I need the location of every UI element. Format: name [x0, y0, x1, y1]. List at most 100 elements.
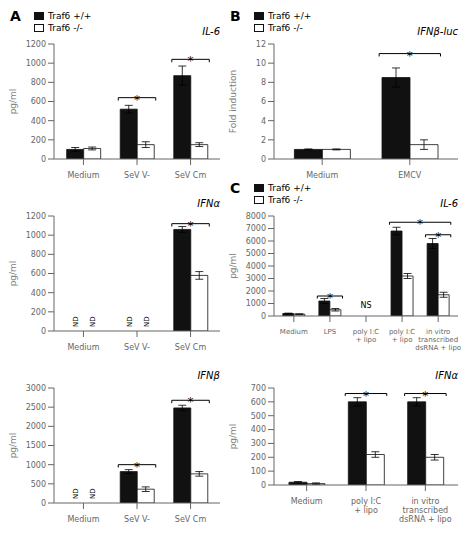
svg-text:400: 400	[251, 425, 266, 434]
svg-text:4000: 4000	[246, 262, 266, 271]
svg-text:2000: 2000	[246, 287, 266, 296]
svg-text:2: 2	[261, 136, 266, 145]
svg-text:2500: 2500	[26, 403, 46, 412]
svg-text:800: 800	[31, 78, 46, 87]
svg-text:SeV V-: SeV V-	[124, 171, 150, 180]
svg-text:Fold induction: Fold induction	[228, 70, 238, 133]
svg-text:2000: 2000	[26, 422, 46, 431]
svg-text:*: *	[188, 54, 194, 68]
svg-text:6: 6	[261, 97, 266, 106]
svg-text:Medium: Medium	[306, 171, 338, 180]
svg-text:SeV Cm: SeV Cm	[175, 515, 207, 524]
svg-text:ND: ND	[89, 316, 97, 327]
svg-text:0: 0	[41, 155, 46, 164]
svg-text:3000: 3000	[26, 384, 46, 393]
svg-text:pg/ml: pg/ml	[8, 433, 18, 459]
svg-text:1000: 1000	[26, 461, 46, 470]
svg-text:Medium: Medium	[291, 497, 323, 506]
svg-text:300: 300	[251, 439, 266, 448]
svg-text:LPS: LPS	[324, 328, 337, 336]
html-text:Traf6 -/-: Traf6 -/-	[48, 23, 83, 33]
svg-text:*: *	[417, 217, 423, 231]
svg-text:1000: 1000	[26, 231, 46, 240]
html-text:B: B	[230, 8, 241, 24]
svg-text:200: 200	[251, 453, 266, 462]
svg-text:poly I:C+ lipo: poly I:C+ lipo	[351, 497, 382, 515]
svg-text:NS: NS	[360, 301, 371, 310]
svg-text:6000: 6000	[246, 237, 266, 246]
svg-text:1200: 1200	[26, 212, 46, 221]
svg-text:Medium: Medium	[67, 171, 99, 180]
svg-text:*: *	[134, 93, 140, 107]
svg-text:*: *	[188, 395, 194, 409]
svg-text:4: 4	[261, 117, 266, 126]
svg-text:pg/ml: pg/ml	[228, 253, 238, 279]
svg-text:poly I:C+ lipo: poly I:C+ lipo	[389, 328, 415, 344]
svg-text:1000: 1000	[246, 299, 266, 308]
svg-text:*: *	[407, 49, 413, 63]
svg-text:8: 8	[261, 78, 266, 87]
svg-text:400: 400	[31, 117, 46, 126]
svg-text:*: *	[188, 219, 194, 233]
svg-text:SeV Cm: SeV Cm	[175, 171, 207, 180]
html-text:C: C	[230, 180, 241, 196]
html-text:IL-6: IL-6	[202, 26, 220, 37]
svg-text:3000: 3000	[246, 274, 266, 283]
svg-text:600: 600	[31, 97, 46, 106]
svg-text:0: 0	[261, 312, 266, 321]
svg-text:10: 10	[256, 59, 266, 68]
svg-text:ND: ND	[89, 488, 97, 499]
svg-text:in vitrotranscribeddsRNA + lip: in vitrotranscribeddsRNA + lipo	[415, 328, 461, 352]
svg-text:ND: ND	[72, 488, 80, 499]
svg-text:*: *	[435, 230, 441, 244]
svg-text:0: 0	[261, 155, 266, 164]
svg-text:ND: ND	[143, 316, 151, 327]
svg-text:400: 400	[31, 289, 46, 298]
svg-text:in vitrotranscribeddsRNA + lip: in vitrotranscribeddsRNA + lipo	[399, 497, 452, 524]
svg-text:8000: 8000	[246, 212, 266, 221]
svg-text:7000: 7000	[246, 224, 266, 233]
html-text:Traf6 +/+: Traf6 +/+	[268, 11, 312, 21]
svg-text:Medium: Medium	[280, 328, 308, 336]
html-text:IFNα: IFNα	[197, 198, 220, 209]
html-text:IFNβ: IFNβ	[197, 370, 220, 381]
svg-text:pg/ml: pg/ml	[8, 89, 18, 115]
html-text:IFNα: IFNα	[435, 370, 458, 381]
svg-text:SeV V-: SeV V-	[124, 515, 150, 524]
svg-text:12: 12	[256, 40, 266, 49]
svg-text:pg/ml: pg/ml	[228, 424, 238, 450]
svg-text:200: 200	[31, 136, 46, 145]
svg-text:1200: 1200	[26, 40, 46, 49]
svg-text:0: 0	[41, 499, 46, 508]
svg-text:poly I:C+ lipo: poly I:C+ lipo	[353, 328, 379, 344]
svg-text:SeV V-: SeV V-	[124, 343, 150, 352]
svg-text:EMCV: EMCV	[398, 171, 422, 180]
svg-text:600: 600	[251, 398, 266, 407]
html-text:IL-6: IL-6	[440, 198, 458, 209]
svg-text:ND: ND	[126, 316, 134, 327]
svg-text:200: 200	[31, 308, 46, 317]
svg-text:ND: ND	[72, 316, 80, 327]
svg-text:*: *	[134, 460, 140, 474]
svg-text:1500: 1500	[26, 441, 46, 450]
svg-text:*: *	[327, 291, 333, 305]
svg-text:800: 800	[31, 250, 46, 259]
svg-text:0: 0	[261, 481, 266, 490]
svg-text:600: 600	[31, 269, 46, 278]
svg-text:500: 500	[31, 480, 46, 489]
svg-text:pg/ml: pg/ml	[8, 261, 18, 287]
svg-text:Medium: Medium	[67, 515, 99, 524]
svg-text:0: 0	[41, 327, 46, 336]
svg-text:*: *	[363, 389, 369, 403]
svg-text:*: *	[422, 389, 428, 403]
svg-text:100: 100	[251, 467, 266, 476]
svg-text:5000: 5000	[246, 249, 266, 258]
html-text:IFNβ-luc: IFNβ-luc	[417, 26, 458, 37]
html-text:Traf6 +/+: Traf6 +/+	[48, 11, 92, 21]
svg-text:1000: 1000	[26, 59, 46, 68]
svg-text:Medium: Medium	[67, 343, 99, 352]
svg-text:700: 700	[251, 384, 266, 393]
svg-text:500: 500	[251, 412, 266, 421]
html-text:A: A	[10, 8, 21, 24]
svg-text:SeV Cm: SeV Cm	[175, 343, 207, 352]
